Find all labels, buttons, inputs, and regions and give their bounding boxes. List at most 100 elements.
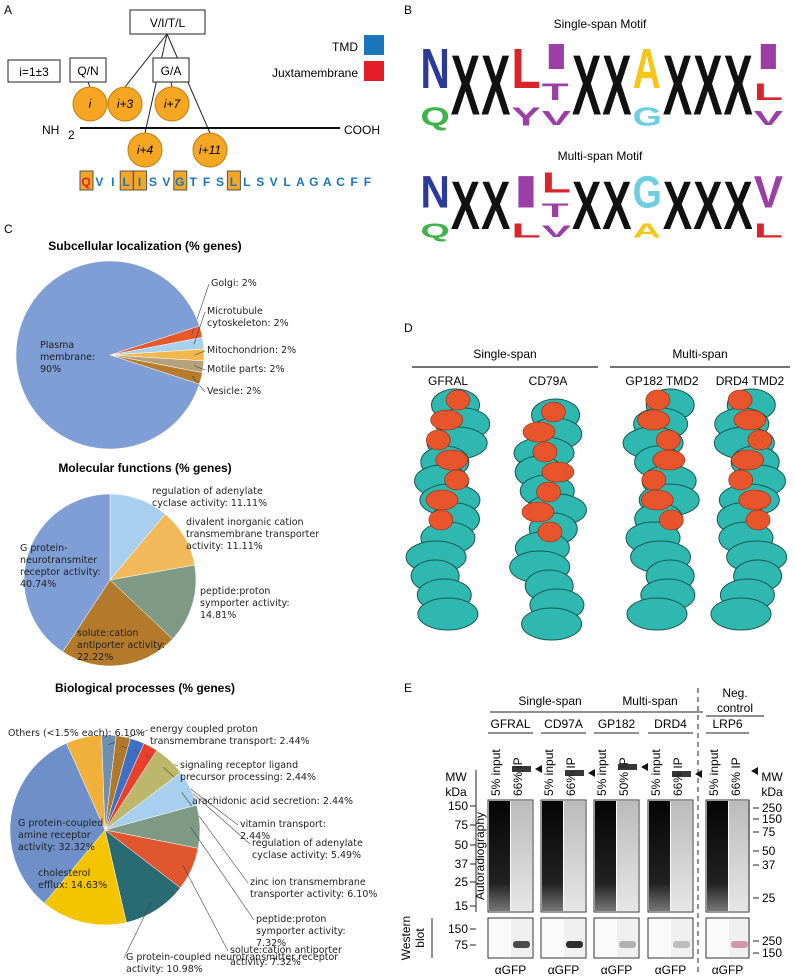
connector — [170, 81, 173, 88]
logo-letter: X — [724, 168, 753, 244]
western-frame — [487, 917, 534, 959]
chart-title: Biological processes (% genes) — [55, 681, 235, 695]
sequence-residue: F — [364, 175, 371, 189]
western-band — [619, 941, 636, 948]
logo-letter: A — [633, 219, 661, 242]
mw-tick-label: 150 — [448, 922, 468, 936]
connector — [166, 33, 211, 134]
surface-patch — [738, 489, 772, 511]
mw-label: kDa — [761, 785, 783, 799]
protein-name: GFRAL — [428, 374, 468, 388]
pie-label: zinc ion transmembrane transporter activ… — [250, 877, 378, 900]
surface-patch — [745, 509, 771, 531]
motif-box-label: Q/N — [77, 64, 98, 78]
protein-name: LRP6 — [712, 717, 742, 731]
pie-slice — [104, 829, 181, 923]
surface-patch — [435, 449, 469, 471]
group-header: Single-span — [473, 347, 536, 361]
connector — [124, 33, 168, 88]
logo-letter: L — [511, 38, 540, 101]
western-frame — [705, 917, 750, 959]
legend-label: TMD — [332, 40, 358, 54]
logo-letter: X — [693, 168, 722, 244]
residue-circle — [154, 86, 190, 122]
residue-circle — [72, 86, 108, 122]
logo-letter: N — [421, 37, 450, 100]
residue-position: i+4 — [137, 143, 154, 157]
pie-label: cholesterol efflux: 14.63% — [38, 868, 108, 891]
n-terminus-sub: 2 — [68, 128, 75, 142]
residue-position: i+3 — [117, 97, 134, 111]
n-terminus: NH — [42, 123, 59, 137]
logo-letter: N — [421, 167, 450, 218]
residue-circle — [127, 132, 163, 168]
logo-letter: X — [572, 38, 601, 134]
lane-label: 66% IP — [729, 757, 743, 796]
logo-letter: Q — [421, 102, 450, 131]
mw-tick-label: 75 — [455, 818, 469, 832]
surface-patch — [541, 461, 575, 483]
group-header: Single-span — [518, 694, 581, 708]
lane-label: 5% input — [649, 749, 663, 796]
blot-frame — [593, 799, 640, 913]
surface-patch — [426, 429, 451, 451]
pie-label: solute:cation antiporter activity: 22.22… — [77, 628, 165, 663]
blot-lane — [617, 801, 638, 911]
panel-label: D — [404, 321, 413, 335]
legend-swatch — [364, 61, 384, 81]
pie-label: G protein-neurotransmiter receptor activ… — [20, 543, 101, 590]
surface — [710, 597, 772, 631]
sequence-residue: V — [95, 175, 103, 189]
western-band — [566, 941, 583, 948]
surface-patch — [733, 409, 767, 431]
surface-patch — [532, 441, 558, 463]
motif-box-label: V/I/T/L — [150, 16, 186, 30]
lane-label: 5% input — [707, 749, 721, 796]
logo-letter: I — [542, 36, 571, 76]
leader-line — [123, 901, 152, 959]
logo-letter: X — [724, 38, 753, 134]
surface-patch — [637, 409, 670, 431]
panel-label: E — [404, 681, 412, 695]
sequence-residue: A — [296, 175, 305, 189]
lane-label: 66% IP — [564, 757, 578, 796]
blot-lane — [542, 801, 563, 911]
mw-tick-label: 75 — [455, 938, 469, 952]
blot-band — [512, 766, 531, 772]
logo-letter: Q — [421, 220, 450, 242]
mw-tick-label: 25 — [762, 891, 776, 905]
western-lane — [542, 919, 563, 957]
antibody-label: αGFP — [548, 963, 580, 977]
legend-swatch — [364, 35, 384, 55]
pie-label: divalent inorganic cation transmembrane … — [186, 517, 320, 552]
group-header: control — [717, 701, 753, 715]
group-header: Neg. — [722, 686, 747, 700]
panel-label: B — [404, 3, 412, 17]
western-lane — [595, 919, 616, 957]
antibody-label: αGFP — [601, 963, 633, 977]
protein-name: GP182 TMD2 — [625, 374, 698, 388]
pie-label: peptide:proton symporter activity: 14.81… — [200, 586, 290, 621]
logo-letter: X — [663, 168, 692, 244]
logo-letter: X — [663, 38, 692, 134]
surface-patch — [521, 501, 555, 523]
logo-letter: I — [754, 36, 783, 76]
mw-tick-label: 150 — [762, 946, 782, 960]
sequence-residue: T — [190, 175, 198, 189]
surface-patch — [640, 489, 674, 511]
mw-tick-label: 15 — [455, 899, 469, 913]
sequence-residue: A — [323, 175, 332, 189]
sequence-residue: L — [283, 175, 290, 189]
sequence-residue: S — [256, 175, 264, 189]
blot-frame — [540, 799, 587, 913]
surface-patch — [522, 421, 556, 443]
mw-label: kDa — [445, 785, 467, 799]
pie-label: regulation of adenylate cyclase activity… — [252, 838, 363, 861]
pie-label: Golgi: 2% — [211, 278, 257, 289]
lane-label: 5% input — [542, 749, 556, 796]
logo-letter: X — [451, 168, 480, 244]
pie-slice — [15, 260, 200, 450]
legend-label: Juxtamembrane — [272, 66, 358, 80]
pie-label: solute:cation antiporter activity: 7.32% — [230, 945, 342, 968]
